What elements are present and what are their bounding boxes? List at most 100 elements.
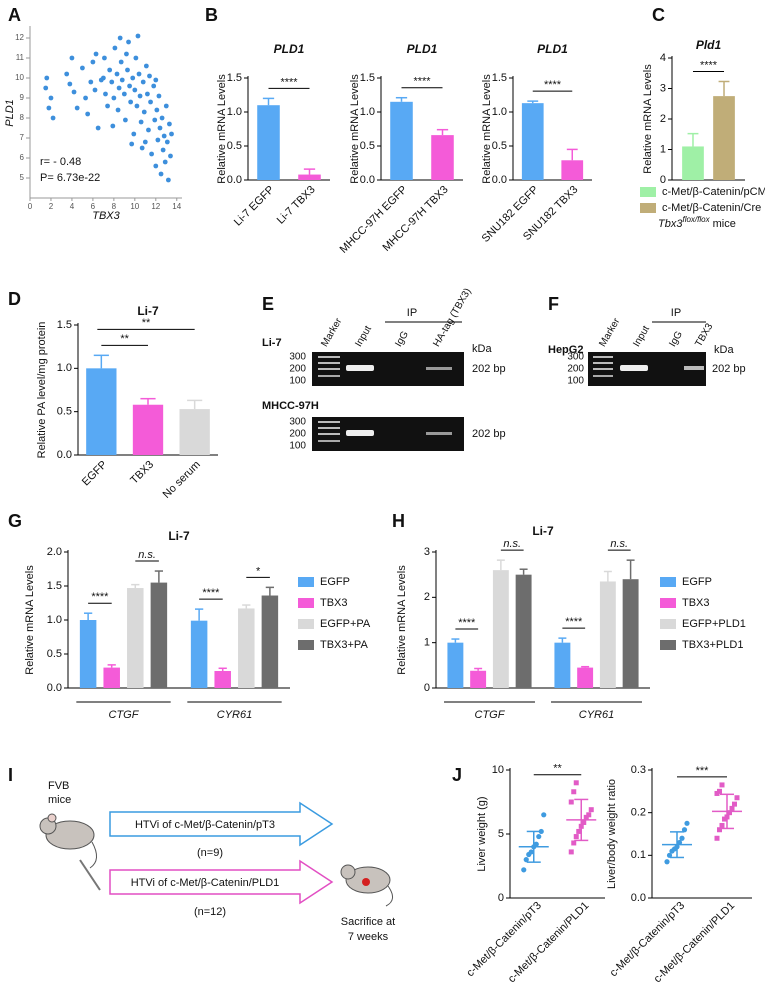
ladder-label: 100 [289, 441, 306, 452]
cell-line: Li-7 [262, 337, 282, 349]
ladder-band [318, 362, 340, 364]
point [141, 109, 147, 115]
significance-label: **** [544, 79, 562, 91]
y-tick-label: 3 [660, 82, 666, 94]
x-tick-label: 4 [70, 202, 75, 211]
point [576, 828, 582, 834]
point [719, 822, 725, 828]
bar [561, 160, 584, 180]
bar [214, 671, 231, 688]
y-tick-label: 0 [424, 682, 430, 694]
lane-label: HA-tag (TBX3) [431, 287, 473, 349]
bar [103, 667, 120, 688]
y-tick-label: 0.0 [47, 682, 62, 694]
ladder-label: 100 [567, 376, 584, 387]
point [146, 127, 151, 133]
legend-label: EGFP [320, 576, 350, 588]
point [121, 91, 127, 97]
ladder-band [318, 368, 340, 370]
significance-label: n.s. [503, 538, 521, 550]
x-tick-label: 10 [130, 202, 139, 211]
bar [622, 579, 639, 688]
y-tick-label: 0.5 [492, 140, 507, 152]
point [684, 820, 690, 826]
point [44, 75, 50, 81]
y-axis-label: Relative mRNA Levels [216, 74, 228, 184]
point [571, 789, 577, 795]
y-axis-label: PLD1 [4, 99, 16, 127]
ladder-band [593, 362, 613, 364]
significance-label: n.s. [138, 549, 156, 561]
gene-name: Tbx3 [658, 218, 683, 230]
y-tick-label: 0.5 [360, 140, 375, 152]
x-tick-label: Li-7 TBX3 [275, 184, 318, 227]
x-tick-label: MHCC-97H EGFP [338, 184, 410, 256]
point [115, 107, 121, 113]
point [523, 857, 529, 863]
mouse-strain: mice [48, 794, 71, 806]
point [92, 87, 98, 93]
y-axis-label: Relative mRNA Levels [396, 565, 408, 675]
bar [713, 96, 735, 180]
kda-label: kDa [714, 344, 734, 356]
significance-label: ** [553, 763, 562, 775]
chart-title: PLD1 [407, 42, 438, 56]
x-tick-label: 12 [151, 202, 160, 211]
significance-label: *** [696, 765, 710, 777]
bar [515, 574, 532, 688]
point [105, 103, 110, 109]
point [112, 45, 118, 51]
ladder-band [318, 421, 340, 423]
point [98, 77, 104, 83]
legend-swatch [640, 203, 656, 213]
gel-band [346, 430, 374, 436]
chart-title: Li-7 [532, 524, 554, 538]
annotation: P= 6.73e-22 [40, 172, 100, 184]
y-tick-label: 0.5 [47, 648, 62, 660]
panel-letter: G [8, 511, 22, 531]
point [131, 131, 137, 137]
point [124, 51, 129, 57]
point [130, 75, 136, 81]
point [95, 125, 101, 131]
panel-letter: D [8, 289, 21, 309]
legend-label: EGFP+PA [320, 618, 371, 630]
point [153, 77, 159, 83]
point [90, 59, 96, 65]
cell-line: MHCC-97H [262, 400, 319, 412]
point [111, 95, 117, 101]
point [528, 849, 534, 855]
y-axis-label: Liver/body weight ratio [606, 779, 618, 889]
point [714, 835, 720, 841]
point [158, 171, 164, 177]
arm-label: HTVi of c-Met/β-Catenin/pT3 [135, 819, 275, 831]
point [136, 71, 142, 77]
chart-title: Li-7 [168, 529, 190, 543]
ladder-band [318, 440, 340, 442]
bar [179, 409, 210, 455]
legend-swatch [298, 577, 314, 587]
point [163, 103, 169, 109]
point [139, 145, 145, 151]
bar [86, 368, 117, 455]
y-axis-label: Relative mRNA Levels [24, 565, 36, 675]
gel-panel-e: E IP Marker Input IgG HA-tag (TBX3) Li-7… [262, 287, 506, 452]
y-tick-label: 5 [20, 173, 25, 182]
point [134, 103, 140, 109]
point [110, 123, 116, 129]
lane-label: Marker [597, 316, 622, 349]
bar [577, 667, 594, 688]
point [679, 835, 685, 841]
point [46, 105, 52, 111]
panel-letter: J [452, 765, 462, 785]
endpoint: Sacrifice at [341, 916, 395, 928]
significance-label: ** [120, 333, 129, 345]
chart-title: Pld1 [696, 38, 722, 52]
kda-label: kDa [472, 343, 492, 355]
point [664, 859, 670, 865]
chart-title: PLD1 [274, 42, 305, 56]
point [666, 852, 673, 858]
arm-label: HTVi of c-Met/β-Catenin/PLD1 [131, 877, 280, 889]
point [568, 849, 574, 855]
group-size: (n=9) [197, 847, 223, 859]
